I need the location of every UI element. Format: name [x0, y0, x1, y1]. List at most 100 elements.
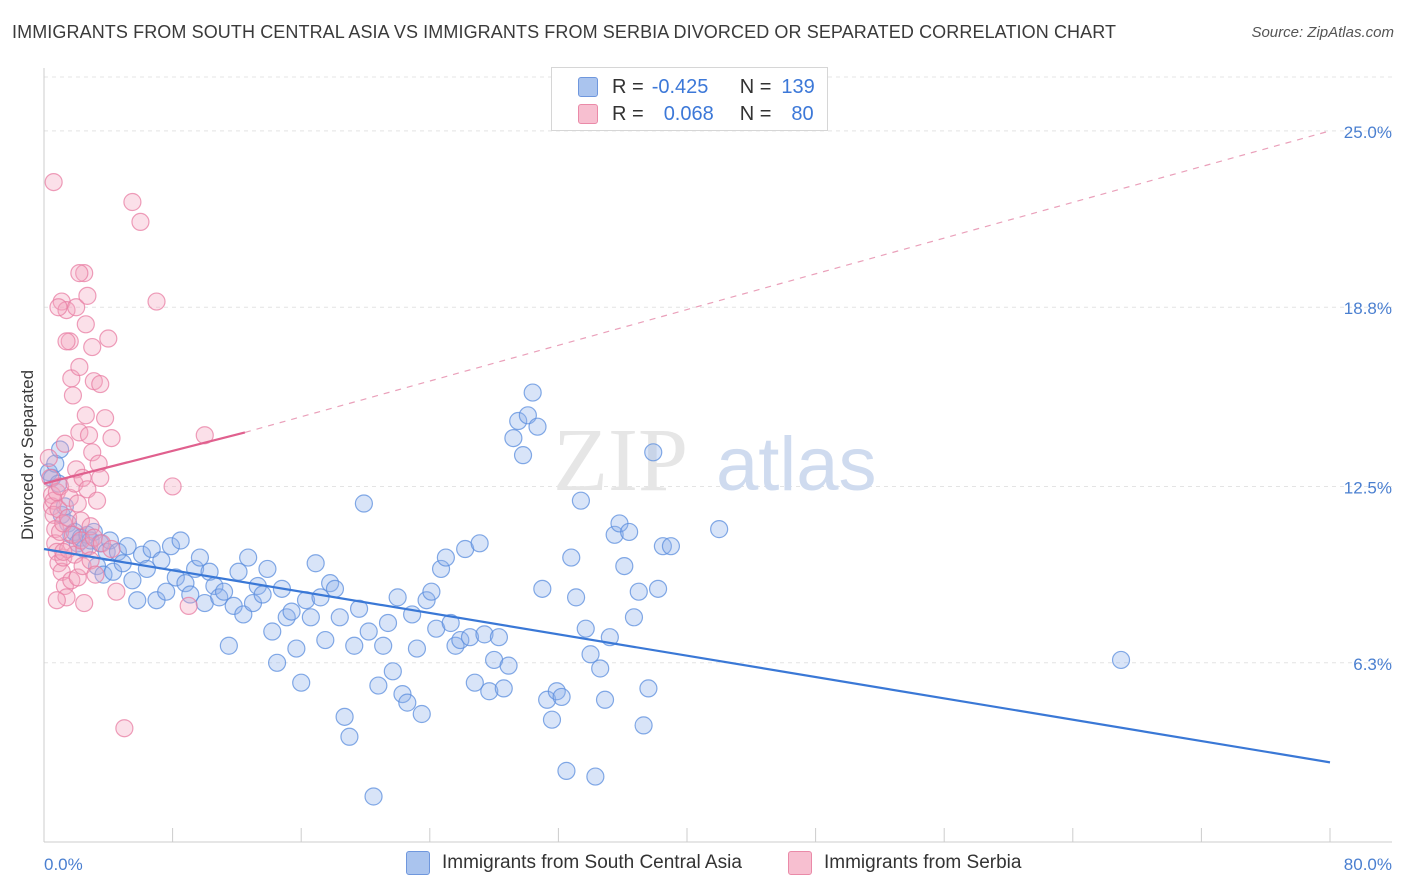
- point-serbia: [70, 264, 89, 283]
- point-serbia: [78, 286, 97, 305]
- point-serbia: [63, 386, 83, 405]
- point-serbia: [57, 332, 76, 351]
- point-south-central-asia: [388, 588, 407, 607]
- point-south-central-asia: [263, 622, 282, 641]
- point-south-central-asia: [562, 548, 581, 567]
- point-south-central-asia: [595, 690, 615, 709]
- point-serbia: [131, 212, 150, 232]
- point-serbia: [99, 329, 118, 348]
- trend-lines: [43, 130, 1331, 764]
- point-south-central-asia: [306, 554, 325, 573]
- point-serbia: [81, 517, 100, 536]
- point-serbia: [87, 491, 107, 510]
- point-serbia: [91, 374, 110, 394]
- point-south-central-asia: [398, 693, 417, 712]
- point-south-central-asia: [383, 662, 402, 681]
- point-south-central-asia: [181, 585, 200, 604]
- point-serbia: [47, 591, 66, 610]
- point-serbia: [76, 406, 95, 425]
- point-serbia: [67, 298, 86, 317]
- watermark: ZIP atlas: [553, 411, 877, 510]
- point-south-central-asia: [523, 383, 542, 402]
- chart-title: IMMIGRANTS FROM SOUTH CENTRAL ASIA VS IM…: [12, 22, 1117, 42]
- point-south-central-asia: [1111, 650, 1131, 670]
- legend-row-blue: R = -0.425 N = 139: [578, 74, 815, 100]
- point-south-central-asia: [615, 556, 634, 576]
- point-south-central-asia: [378, 613, 398, 633]
- point-south-central-asia: [258, 559, 277, 579]
- point-south-central-asia: [345, 636, 364, 655]
- point-serbia: [76, 315, 95, 334]
- point-south-central-asia: [374, 636, 393, 655]
- point-south-central-asia: [581, 645, 600, 664]
- point-serbia: [179, 596, 198, 616]
- point-south-central-asia: [441, 613, 460, 633]
- bottom-legend-label: Immigrants from South Central Asia: [442, 852, 742, 873]
- point-south-central-asia: [171, 531, 190, 550]
- point-south-central-asia: [132, 545, 152, 564]
- point-serbia: [95, 409, 115, 428]
- point-south-central-asia: [431, 559, 451, 579]
- point-serbia: [86, 565, 105, 584]
- point-south-central-asia: [287, 639, 306, 658]
- point-south-central-asia: [282, 602, 301, 621]
- point-south-central-asia: [407, 639, 427, 658]
- watermark-atlas: atlas: [716, 422, 877, 507]
- point-south-central-asia: [620, 522, 639, 542]
- point-serbia: [147, 292, 166, 311]
- point-south-central-asia: [325, 579, 345, 598]
- bottom-legend-item-blue: Immigrants from South Central Asia: [406, 851, 742, 875]
- watermark-zip: ZIP: [553, 411, 688, 510]
- bottom-legend-swatch-blue: [406, 851, 430, 875]
- bottom-legend-label: Immigrants from Serbia: [824, 852, 1022, 873]
- point-south-central-asia: [267, 653, 287, 672]
- point-serbia: [71, 511, 91, 530]
- y-tick-label: 6.3%: [1353, 655, 1392, 674]
- point-serbia: [115, 719, 134, 738]
- point-serbia: [49, 298, 68, 317]
- point-serbia: [102, 428, 121, 448]
- point-south-central-asia: [489, 628, 509, 647]
- legend-swatch-pink: [578, 104, 598, 124]
- point-south-central-asia: [157, 582, 176, 601]
- point-south-central-asia: [542, 710, 562, 729]
- bottom-legend-swatch-pink: [788, 851, 812, 875]
- point-serbia: [123, 192, 142, 212]
- y-tick-label: 12.5%: [1344, 478, 1392, 497]
- point-south-central-asia: [335, 707, 354, 726]
- point-serbia: [70, 357, 89, 377]
- point-south-central-asia: [586, 767, 605, 786]
- point-south-central-asia: [166, 568, 185, 587]
- point-south-central-asia: [504, 428, 523, 448]
- x-tick-label: 80.0%: [1344, 855, 1392, 874]
- point-serbia: [163, 477, 182, 496]
- point-south-central-asia: [509, 411, 528, 431]
- bottom-legend-item-pink: Immigrants from Serbia: [788, 851, 1021, 875]
- trend-line-serbia: [43, 431, 246, 485]
- legend-n-value: 80: [791, 102, 814, 125]
- point-south-central-asia: [533, 579, 552, 598]
- point-south-central-asia: [576, 619, 595, 638]
- y-tick-label: 25.0%: [1344, 123, 1392, 142]
- point-serbia: [44, 172, 63, 192]
- tick-labels: 6.3% 12.5% 18.8% 25.0% 0.0% 80.0%: [44, 123, 1392, 874]
- point-south-central-asia: [176, 574, 195, 593]
- point-south-central-asia: [340, 727, 359, 746]
- point-south-central-asia: [364, 787, 383, 806]
- trend-line-south-central-asia: [43, 547, 1331, 764]
- point-south-central-asia: [359, 622, 378, 641]
- legend-r-label: R =: [612, 75, 644, 98]
- point-south-central-asia: [369, 676, 388, 695]
- trend-line-serbia-extension: [244, 130, 1331, 433]
- point-south-central-asia: [661, 537, 681, 556]
- point-south-central-asia: [648, 579, 668, 598]
- point-south-central-asia: [566, 588, 586, 607]
- point-south-central-asia: [123, 571, 142, 590]
- point-south-central-asia: [412, 704, 431, 724]
- point-south-central-asia: [634, 716, 653, 735]
- legend-n-label: N =: [739, 75, 772, 98]
- point-south-central-asia: [499, 656, 518, 675]
- series-serbia: [39, 172, 214, 738]
- point-serbia: [83, 443, 102, 462]
